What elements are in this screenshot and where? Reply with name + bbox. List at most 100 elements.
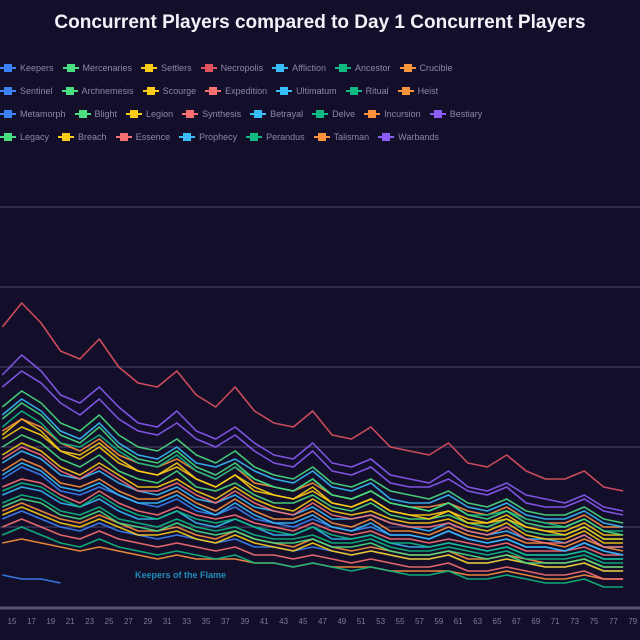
legend-label: Ancestor xyxy=(354,62,391,73)
legend-marker-icon xyxy=(397,86,414,96)
legend-marker-icon xyxy=(126,109,143,119)
legend-item-affliction[interactable]: Affliction xyxy=(272,63,326,73)
series-line-legion xyxy=(1,418,624,540)
x-tick-label: 37 xyxy=(221,617,230,626)
x-tick-label: 33 xyxy=(182,617,191,626)
legend-label: Necropolis xyxy=(220,62,264,73)
x-tick-label: 69 xyxy=(531,617,540,626)
legend-item-mercenaries[interactable]: Mercenaries xyxy=(62,62,133,73)
legend-item-settlers[interactable]: Settlers xyxy=(141,63,192,73)
x-tick-label: 77 xyxy=(609,617,618,626)
x-tick-label: 27 xyxy=(124,617,133,626)
x-tick-label: 45 xyxy=(299,617,308,626)
legend-item-betrayal[interactable]: Betrayal xyxy=(250,109,303,119)
legend-label: Bestiary xyxy=(449,108,483,119)
legend-item-legion[interactable]: Legion xyxy=(126,109,173,119)
legend-label: Sentinel xyxy=(20,85,53,96)
legend-item-prophecy[interactable]: Prophecy xyxy=(179,132,237,142)
series-line-settlers xyxy=(1,426,624,536)
x-tick-label: 29 xyxy=(143,617,152,626)
legend-marker-icon xyxy=(200,63,217,73)
legend-label: Prophecy xyxy=(199,131,238,142)
legend-label: Settlers xyxy=(161,62,192,73)
series-line-scourge xyxy=(1,442,624,544)
x-tick-label: 67 xyxy=(512,617,521,626)
legend-item-necropolis[interactable]: Necropolis xyxy=(200,62,264,73)
legend-marker-icon xyxy=(0,63,16,73)
series-line-crucible xyxy=(1,458,624,552)
legend-item-archnemesis[interactable]: Archnemesis xyxy=(61,86,134,96)
legend-item-essence[interactable]: Essence xyxy=(115,131,171,142)
legend-item-scourge[interactable]: Scourge xyxy=(142,85,197,96)
legend-marker-icon xyxy=(0,132,16,142)
legend-item-bestiary[interactable]: Bestiary xyxy=(429,108,483,119)
x-tick-label: 43 xyxy=(279,617,288,626)
legend-item-blight[interactable]: Blight xyxy=(74,108,118,119)
chart-legend: Keepers Mercenaries Settlers Necropolis Affl… xyxy=(0,56,640,148)
legend-item-talisman[interactable]: Talisman xyxy=(313,131,370,142)
legend-item-warbands[interactable]: Warbands xyxy=(378,132,439,142)
legend-label: Breach xyxy=(78,131,107,142)
legend-marker-icon xyxy=(62,63,79,73)
legend-marker-icon xyxy=(276,86,293,96)
legend-label: Incursion xyxy=(384,108,421,119)
legend-marker-icon xyxy=(74,109,91,119)
legend-item-ritual[interactable]: Ritual xyxy=(345,85,389,96)
legend-marker-icon xyxy=(312,109,329,119)
legend-marker-icon xyxy=(205,86,222,96)
series-line-blight xyxy=(1,402,624,536)
series-line-mercenaries xyxy=(1,434,624,540)
legend-marker-icon xyxy=(142,86,159,96)
legend-item-keepers[interactable]: Keepers xyxy=(0,63,54,73)
legend-label: Scourge xyxy=(162,85,197,96)
legend-label: Legion xyxy=(146,108,174,119)
x-tick-label: 57 xyxy=(415,617,424,626)
legend-item-expedition[interactable]: Expedition xyxy=(205,86,267,96)
legend-marker-icon xyxy=(0,86,16,96)
legend-marker-icon xyxy=(364,109,381,119)
legend-item-legacy[interactable]: Legacy xyxy=(0,132,49,142)
legend-label: Ritual xyxy=(365,85,389,96)
series-line-betrayal xyxy=(1,462,624,556)
legend-marker-icon xyxy=(0,109,16,119)
legend-marker-icon xyxy=(58,132,75,142)
legend-label: Talisman xyxy=(333,131,370,142)
x-tick-label: 47 xyxy=(318,617,327,626)
x-tick-label: 79 xyxy=(628,617,637,626)
series-line-necropolis xyxy=(1,302,624,492)
x-tick-label: 39 xyxy=(240,617,249,626)
x-tick-label: 65 xyxy=(493,617,502,626)
legend-marker-icon xyxy=(115,132,132,142)
series-line-expedition xyxy=(1,478,624,556)
legend-item-delve[interactable]: Delve xyxy=(312,109,355,119)
legend-label: Betrayal xyxy=(270,108,304,119)
legend-item-incursion[interactable]: Incursion xyxy=(364,109,421,119)
series-line-keepers xyxy=(2,574,61,584)
x-tick-label: 71 xyxy=(551,617,560,626)
legend-label: Metamorph xyxy=(20,108,66,119)
legend-row: Legacy Breach Essence Prophecy Perandus Talis… xyxy=(0,125,640,148)
x-tick-label: 55 xyxy=(396,617,405,626)
legend-item-breach[interactable]: Breach xyxy=(58,132,107,142)
legend-row: Sentinel Archnemesis Scourge Expedition Ulti… xyxy=(0,79,640,102)
legend-item-ultimatum[interactable]: Ultimatum xyxy=(276,86,337,96)
x-tick-label: 59 xyxy=(434,617,443,626)
legend-label: Warbands xyxy=(398,131,439,142)
legend-item-synthesis[interactable]: Synthesis xyxy=(182,109,241,119)
legend-item-sentinel[interactable]: Sentinel xyxy=(0,86,53,96)
legend-marker-icon xyxy=(61,86,78,96)
legend-label: Affliction xyxy=(292,62,326,73)
legend-label: Blight xyxy=(94,108,118,119)
legend-label: Essence xyxy=(135,131,171,142)
legend-item-metamorph[interactable]: Metamorph xyxy=(0,109,66,119)
legend-row: Metamorph Blight Legion Synthesis Betrayal De… xyxy=(0,102,640,125)
series-line-synthesis xyxy=(1,446,624,548)
legend-item-ancestor[interactable]: Ancestor xyxy=(334,62,391,73)
legend-item-crucible[interactable]: Crucible xyxy=(399,63,453,73)
x-tick-label: 51 xyxy=(357,617,366,626)
legend-item-heist[interactable]: Heist xyxy=(397,86,438,96)
legend-item-perandus[interactable]: Perandus xyxy=(246,132,305,142)
legend-label: Mercenaries xyxy=(82,62,133,73)
legend-label: Keepers xyxy=(20,62,54,73)
legend-label: Synthesis xyxy=(202,108,242,119)
